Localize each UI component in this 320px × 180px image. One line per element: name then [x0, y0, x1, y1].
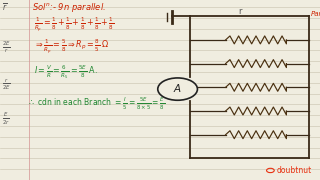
Text: A: A: [174, 84, 181, 94]
Text: $Sol^{n}$:- 9n parallel.: $Sol^{n}$:- 9n parallel.: [32, 1, 106, 14]
Text: r: r: [238, 7, 242, 16]
Text: Parallel: Parallel: [310, 11, 320, 17]
Text: $\frac{2E}{r}$: $\frac{2E}{r}$: [2, 39, 10, 55]
Text: $\frac{r}{2E}$: $\frac{r}{2E}$: [2, 77, 10, 92]
Text: $\overline{r}$: $\overline{r}$: [2, 3, 7, 14]
Circle shape: [158, 78, 197, 100]
Text: $I = \frac{V}{R} = \frac{6}{R_5} = \frac{5E}{8}$ A.: $I = \frac{V}{R} = \frac{6}{R_5} = \frac…: [34, 63, 98, 81]
Text: $\Rightarrow \frac{1}{R_p} = \frac{5}{8} \Rightarrow R_p = \frac{8}{5}$ $\Omega$: $\Rightarrow \frac{1}{R_p} = \frac{5}{8}…: [34, 38, 109, 56]
Text: doubtnut: doubtnut: [277, 166, 312, 175]
Text: $\therefore$ cdn in each Branch $= \frac{I}{5} = \frac{5E}{8\times5} = \frac{E}{: $\therefore$ cdn in each Branch $= \frac…: [27, 96, 165, 112]
Text: $\frac{1}{R_p} = \frac{1}{8} + \frac{1}{8} + \frac{1}{8} + \frac{1}{8} + \frac{1: $\frac{1}{R_p} = \frac{1}{8} + \frac{1}{…: [34, 16, 114, 34]
Text: $\frac{E}{2r}$: $\frac{E}{2r}$: [2, 111, 10, 127]
